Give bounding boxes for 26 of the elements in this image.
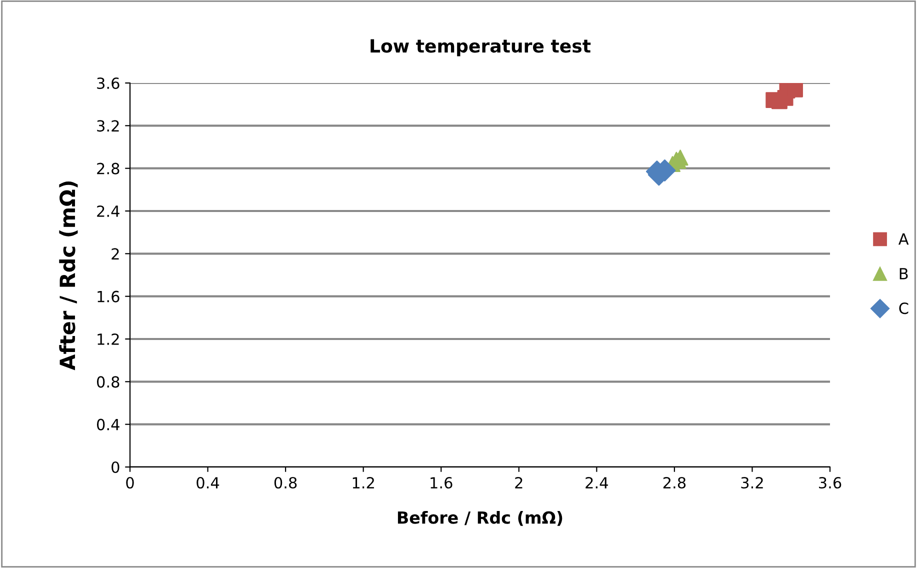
y-tick-label: 0.8	[96, 376, 120, 388]
x-tick-label: 2	[515, 476, 522, 488]
x-axis-title: Before / Rdc (mΩ)	[398, 510, 562, 526]
x-tick-label: 0	[126, 476, 134, 489]
x-tick-label: 2.8	[663, 476, 686, 489]
y-tick-label: 3.6	[97, 77, 120, 90]
x-tick-label: 0.4	[196, 476, 220, 489]
x-tick-label: 2.4	[586, 476, 608, 488]
y-tick-label: 2.8	[97, 162, 120, 174]
x-tick-label: 3.2	[741, 476, 763, 489]
y-tick-label: 2	[112, 248, 119, 260]
y-tick-label: 2.4	[97, 205, 120, 217]
x-tick-label: 1.6	[430, 476, 452, 489]
y-tick-label: 1.2	[98, 333, 119, 345]
x-tick-label: 3.6	[819, 476, 842, 489]
legend-label: A	[898, 233, 909, 245]
y-tick-label: 3.2	[97, 120, 119, 132]
legend-label: C	[899, 302, 908, 314]
x-tick-label: 0.8	[274, 476, 297, 489]
chart-title: Low temperature test	[370, 39, 591, 56]
y-axis-title: After / Rdc (mΩ)	[59, 181, 78, 370]
legend-label: B	[900, 268, 908, 280]
y-tick-label: 0.4	[96, 418, 120, 430]
y-tick-label: 1.6	[98, 290, 120, 302]
x-tick-label: 1.2	[352, 476, 374, 488]
y-tick-label: 0	[112, 461, 120, 474]
